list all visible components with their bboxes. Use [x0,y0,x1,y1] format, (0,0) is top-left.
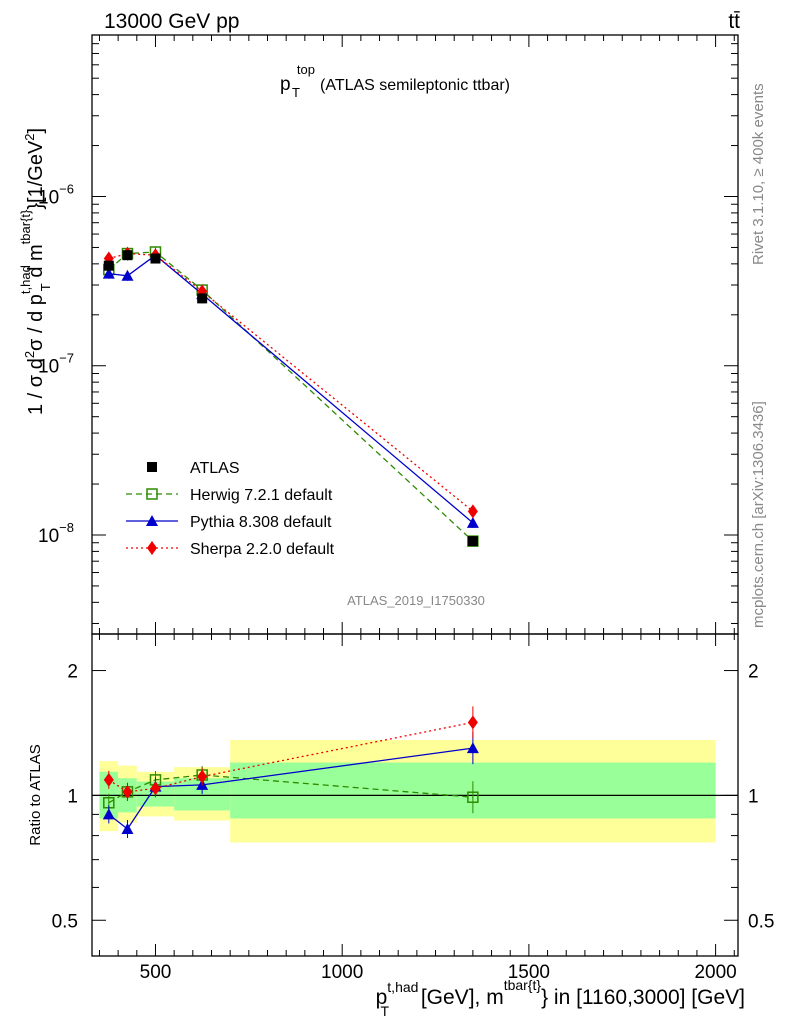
pythia-point [466,516,479,528]
atlas-point [103,260,114,271]
title-sup: top [297,62,315,77]
y-tick-label: 10−7 [38,351,74,378]
title-symbol: p [280,74,291,95]
y-tick-label: 10−6 [38,181,74,208]
atlas-point [467,536,478,547]
main-y-label: 1 / σ d2σ / d pt,had T d mtbar{t}}[1/GeV2… [18,128,53,415]
ratio-ytick-labels: 2 2 1 1 0.5 0.5 [52,662,775,933]
sherpa-ratio-point [122,784,133,799]
x-tick-label: 1500 [508,962,550,983]
analysis-watermark: ATLAS_2019_I1750330 [347,593,485,608]
pythia-ratio-point [466,742,479,754]
main-ytick-labels: 10−6 10−7 10−8 [38,181,74,546]
sherpa-ratio-point [197,769,208,784]
plot-subtitle: (ATLAS semileptonic ttbar) [320,77,510,94]
ratio-y-tick-label-right: 0.5 [748,911,774,932]
pythia-point [121,269,134,281]
atlas-point [197,293,208,304]
legend-label-sherpa: Sherpa 2.2.0 default [190,541,335,558]
y-tick-label: 10−8 [38,520,74,547]
atlas-point [150,253,161,264]
pythia-legend-marker [146,515,158,526]
ratio-y-tick-label-right: 1 [748,786,759,807]
main-frame [91,34,739,635]
ratio-y-tick-label: 0.5 [52,911,78,932]
sherpa-ratio-point [150,781,161,796]
sherpa-legend-marker [147,541,157,555]
legend-label-pythia: Pythia 8.308 default [190,514,332,531]
ratio-ticks [92,634,738,956]
sherpa-point [467,504,478,519]
legend-label-atlas: ATLAS [190,460,240,477]
x-tick-label: 2000 [694,962,736,983]
mcplots-label: mcplots.cern.ch [arXiv:1306.3436] [750,401,767,628]
header-process: tt̄ [728,10,740,33]
x-tick-label: 1000 [321,962,363,983]
ratio-data-layer [102,706,479,838]
header-energy: 13000 GeV pp [104,10,239,33]
sherpa-ratio-point [467,715,478,730]
main-ticks [92,34,738,634]
plot-title: p top T [280,58,320,100]
pythia-ratio-point [121,822,134,834]
herwig-ratio-point [467,791,479,803]
rivet-label: Rivet 3.1.10, ≥ 400k events [750,83,767,265]
x-axis-label: pt,had T [GeV], mtbar{t}} in [1160,3000] … [376,977,745,1019]
ratio-y-label: Ratio to ATLAS [27,744,44,845]
ratio-panel: 2 2 1 1 0.5 0.5 500 1000 1500 2000 Ratio to ATLA… [27,633,775,1019]
main-data-layer [102,246,479,547]
sherpa-ratio-point [103,772,114,787]
pythia-point [102,267,115,279]
pythia-ratio-point [102,808,115,820]
ratio-y-tick-label-right: 2 [748,662,759,683]
main-panel: p top T (ATLAS semileptonic ttbar) 1 / σ… [18,34,739,635]
ratio-y-tick-label: 1 [67,786,78,807]
x-tick-label: 500 [140,962,172,983]
ratio-y-tick-label: 2 [67,662,78,683]
sherpa-line [108,252,474,512]
pythia-line [108,254,474,524]
xtick-labels: 500 1000 1500 2000 [140,962,737,983]
title-sub: T [292,85,300,100]
atlas-legend-marker [147,462,157,472]
herwig-legend-marker [146,488,158,500]
legend: ATLAS Herwig 7.2.1 default Pythia 8.308 de… [126,460,335,558]
legend-label-herwig: Herwig 7.2.1 default [190,487,333,504]
atlas-point [122,250,133,261]
